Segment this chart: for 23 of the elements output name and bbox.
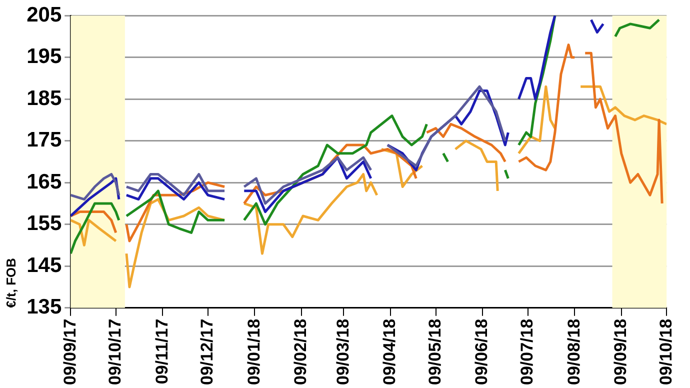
y-tick-label: 175 bbox=[26, 128, 62, 152]
y-tick-label: 135 bbox=[26, 296, 62, 319]
x-tick-label: 09/02/18 bbox=[291, 318, 310, 386]
x-tick-label: 09/05/18 bbox=[425, 318, 444, 386]
x-tick-label: 09/07/18 bbox=[517, 318, 536, 386]
x-tick-label: 09/08/18 bbox=[564, 318, 584, 386]
x-tick-label: 09/04/18 bbox=[380, 318, 400, 386]
y-tick-label: 185 bbox=[26, 86, 62, 110]
y-tick-label: 195 bbox=[26, 45, 62, 68]
x-tick-label: 09/03/18 bbox=[333, 318, 352, 386]
x-tick-label: 09/10/18 bbox=[656, 318, 676, 386]
x-tick-label: 09/06/18 bbox=[472, 318, 492, 386]
x-tick-label: 09/11/17 bbox=[152, 318, 172, 384]
x-tick-label: 09/10/17 bbox=[106, 318, 125, 386]
y-tick-label: 205 bbox=[26, 3, 62, 26]
y-tick-label: 145 bbox=[26, 254, 62, 277]
x-tick-label: 09/12/17 bbox=[198, 318, 217, 386]
y-axis-title: €/t, FOB bbox=[3, 258, 18, 308]
y-tick-label: 155 bbox=[26, 212, 62, 236]
x-tick-label: 09/01/18 bbox=[244, 318, 264, 386]
y-tick-label: 165 bbox=[26, 170, 62, 194]
x-tick-label: 09/09/17 bbox=[60, 318, 80, 386]
x-tick-label: 09/09/18 bbox=[611, 318, 630, 386]
